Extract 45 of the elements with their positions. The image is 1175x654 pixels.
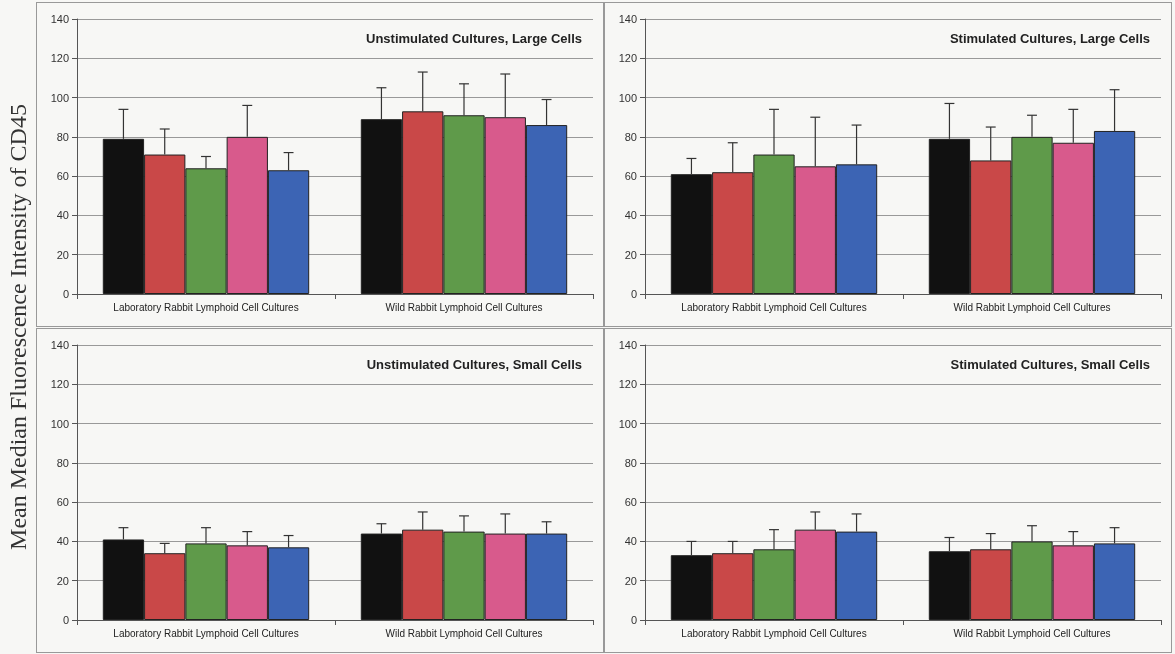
y-tick-label: 100 — [618, 91, 637, 104]
y-tick-label: 60 — [624, 496, 637, 509]
y-tick-label: 20 — [624, 574, 637, 587]
x-tick-label: Laboratory Rabbit Lymphoid Cell Cultures — [113, 627, 299, 639]
text: Stimulated Cultures, Small Cells — [950, 357, 1150, 372]
x-tick-label: Laboratory Rabbit Lymphoid Cell Cultures — [681, 627, 867, 639]
y-tick-label: 140 — [618, 339, 637, 351]
y-tick-label: 120 — [618, 52, 637, 65]
y-tick-label: 40 — [624, 535, 637, 548]
y-tick-label: 80 — [624, 130, 637, 143]
y-tick-label: 80 — [624, 456, 637, 469]
y-tick-label: 20 — [56, 248, 69, 261]
x-tick-label: Wild Rabbit Lymphoid Cell Cultures — [953, 627, 1111, 639]
y-tick-label: 40 — [624, 209, 637, 222]
text: Unstimulated Cultures, Small Cells — [366, 357, 583, 372]
y-tick-label: 140 — [618, 13, 637, 25]
y-tick-label: 100 — [50, 91, 69, 104]
x-tick-label: Laboratory Rabbit Lymphoid Cell Cultures — [681, 301, 867, 313]
y-tick-label: 0 — [62, 288, 69, 300]
y-tick-label: 20 — [624, 248, 637, 261]
x-tick-label: Wild Rabbit Lymphoid Cell Cultures — [385, 627, 543, 639]
y-tick-label: 120 — [618, 378, 637, 391]
y-tick-label: 120 — [50, 378, 69, 391]
text: Unstimulated Cultures, Large Cells — [366, 31, 583, 46]
y-tick-label: 40 — [56, 535, 69, 548]
x-tick-label: Wild Rabbit Lymphoid Cell Cultures — [953, 301, 1111, 313]
text: Stimulated Cultures, Large Cells — [949, 31, 1151, 46]
y-tick-label: 40 — [56, 209, 69, 222]
y-tick-label: 60 — [56, 170, 69, 183]
y-tick-label: 0 — [630, 614, 637, 626]
y-tick-label: 80 — [56, 130, 69, 143]
y-tick-label: 140 — [50, 339, 69, 351]
y-tick-label: 120 — [50, 52, 69, 65]
x-tick-label: Wild Rabbit Lymphoid Cell Cultures — [385, 301, 543, 313]
y-tick-label: 100 — [50, 417, 69, 430]
y-axis-title: Mean Median Fluorescence Intensity of CD45 — [4, 104, 32, 550]
y-tick-label: 100 — [618, 417, 637, 430]
y-tick-label: 80 — [56, 456, 69, 469]
y-tick-label: 0 — [62, 614, 69, 626]
y-tick-label: 60 — [624, 170, 637, 183]
y-tick-label: 140 — [50, 13, 69, 25]
y-tick-label: 60 — [56, 496, 69, 509]
x-tick-label: Laboratory Rabbit Lymphoid Cell Cultures — [113, 301, 299, 313]
y-tick-label: 20 — [56, 574, 69, 587]
y-tick-label: 0 — [630, 288, 637, 300]
